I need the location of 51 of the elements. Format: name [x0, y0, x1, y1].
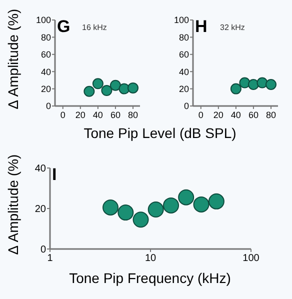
chart-title: I: [52, 165, 57, 184]
point: [193, 196, 210, 212]
y-tick-label: 0: [184, 101, 189, 112]
x-axis-title: Tone Pip Level (dB SPL): [84, 125, 236, 141]
y-tick-label: 80: [40, 32, 51, 42]
y-tick-label: 40: [34, 164, 46, 174]
y-tick-label: 40: [40, 66, 51, 77]
point: [118, 204, 134, 221]
x-tick-label: 80: [266, 110, 276, 120]
x-tick-label: 60: [110, 110, 120, 120]
point: [102, 199, 119, 216]
x-tick-label: 20: [75, 110, 86, 120]
x-tick-label: 40: [230, 110, 241, 120]
x-tick-label: 80: [128, 110, 138, 120]
x-tick-label: 60: [248, 110, 258, 120]
y-tick-label: 60: [178, 50, 189, 60]
chart-subtitle: 32 kHz: [220, 23, 245, 32]
point: [148, 202, 164, 218]
y-axis-title: Δ Amplitude (%): [5, 8, 21, 110]
x-tick-label: 0: [198, 110, 204, 120]
y-tick-label: 100: [36, 15, 51, 26]
x-tick-label: 20: [213, 110, 224, 120]
y-tick-label: 100: [174, 15, 189, 26]
chart-title: H: [195, 17, 208, 36]
point: [163, 197, 180, 214]
point: [178, 189, 194, 206]
chart-title: G: [57, 17, 70, 36]
point: [118, 83, 130, 94]
y-tick-label: 60: [40, 50, 51, 60]
chart-subtitle: 16 kHz: [82, 23, 107, 32]
y-tick-label: 80: [178, 32, 189, 42]
y-tick-label: 0: [40, 244, 46, 256]
y-tick-label: 20: [34, 204, 46, 215]
x-tick-label: 10: [144, 253, 156, 264]
y-tick-label: 20: [40, 84, 51, 94]
point: [127, 82, 138, 94]
y-axis-title: Δ Amplitude (%): [5, 154, 21, 255]
x-tick-label: 1: [47, 253, 54, 264]
y-tick-label: 20: [178, 84, 189, 94]
x-tick-label: 0: [60, 110, 66, 120]
y-tick-label: 40: [178, 66, 189, 77]
point: [101, 85, 112, 96]
x-tick-label: 100: [242, 253, 260, 264]
x-axis-title: Tone Pip Frequency (kHz): [69, 270, 231, 286]
point: [132, 212, 149, 228]
point: [208, 193, 224, 210]
point: [84, 86, 95, 97]
x-tick-label: 40: [92, 110, 103, 120]
point: [110, 80, 121, 91]
y-tick-label: 0: [46, 101, 51, 112]
point: [92, 78, 104, 90]
